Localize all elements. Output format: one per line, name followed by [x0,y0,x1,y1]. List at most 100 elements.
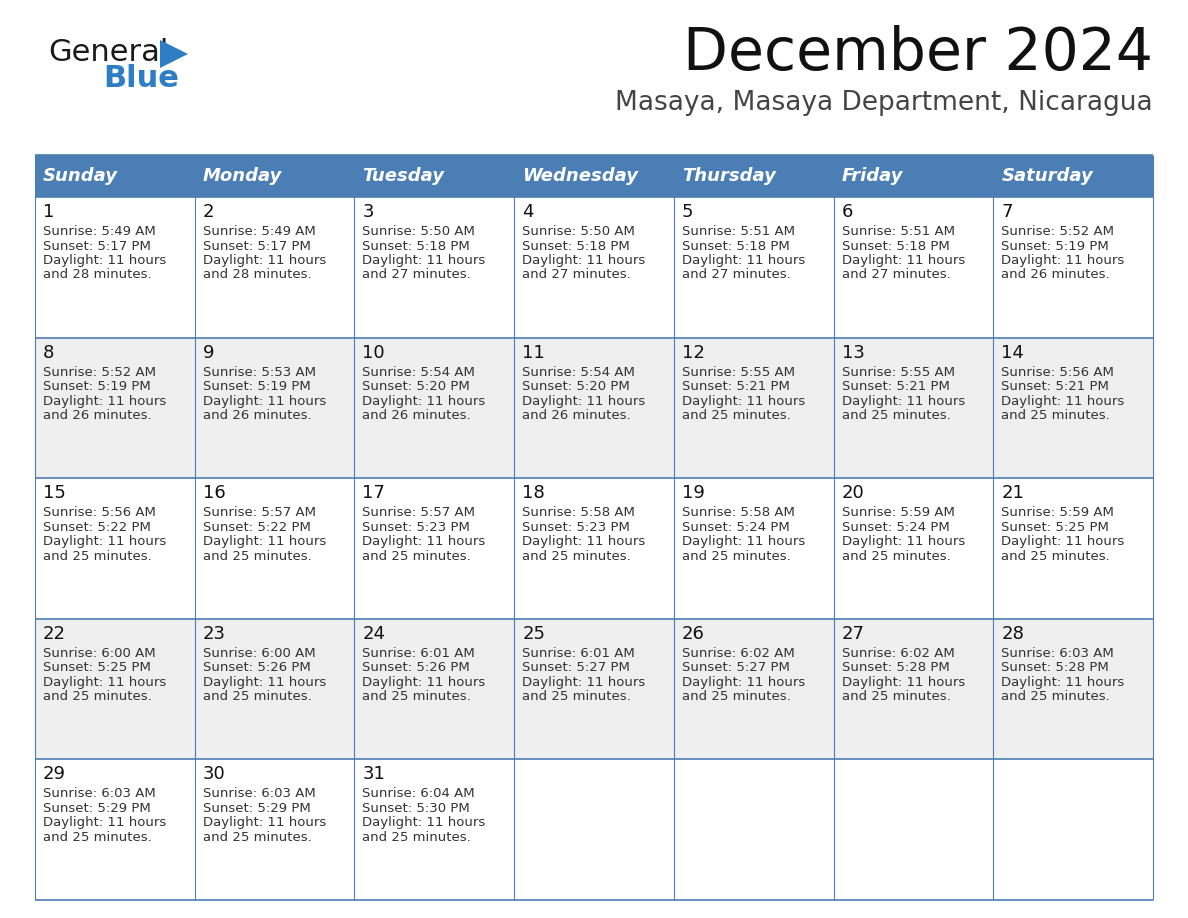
Text: and 27 minutes.: and 27 minutes. [841,268,950,282]
Text: and 25 minutes.: and 25 minutes. [841,550,950,563]
Text: and 25 minutes.: and 25 minutes. [682,550,790,563]
Text: Daylight: 11 hours: Daylight: 11 hours [841,676,965,688]
Text: 27: 27 [841,625,865,643]
Text: Sunset: 5:23 PM: Sunset: 5:23 PM [523,521,630,533]
Text: Daylight: 11 hours: Daylight: 11 hours [682,676,805,688]
Text: Sunset: 5:20 PM: Sunset: 5:20 PM [362,380,470,393]
Text: and 25 minutes.: and 25 minutes. [841,409,950,422]
Text: Sunset: 5:28 PM: Sunset: 5:28 PM [1001,661,1110,675]
Bar [34,619,1154,759]
Text: 24: 24 [362,625,385,643]
Text: and 25 minutes.: and 25 minutes. [203,550,311,563]
Text: 20: 20 [841,484,865,502]
Text: Sunset: 5:17 PM: Sunset: 5:17 PM [43,240,151,252]
Text: and 25 minutes.: and 25 minutes. [43,550,152,563]
Text: Sunset: 5:21 PM: Sunset: 5:21 PM [682,380,790,393]
Text: and 25 minutes.: and 25 minutes. [43,690,152,703]
Text: Daylight: 11 hours: Daylight: 11 hours [362,254,486,267]
Text: and 25 minutes.: and 25 minutes. [841,690,950,703]
Text: Saturday: Saturday [1001,167,1093,185]
Text: 9: 9 [203,343,214,362]
Text: 7: 7 [1001,203,1013,221]
Text: Masaya, Masaya Department, Nicaragua: Masaya, Masaya Department, Nicaragua [615,90,1154,116]
Text: 4: 4 [523,203,533,221]
Text: and 25 minutes.: and 25 minutes. [1001,550,1110,563]
Text: and 28 minutes.: and 28 minutes. [203,268,311,282]
Text: Sunset: 5:17 PM: Sunset: 5:17 PM [203,240,310,252]
Text: Sunrise: 5:55 AM: Sunrise: 5:55 AM [841,365,955,378]
Text: Sunrise: 6:02 AM: Sunrise: 6:02 AM [841,647,954,660]
Text: and 28 minutes.: and 28 minutes. [43,268,152,282]
Text: Daylight: 11 hours: Daylight: 11 hours [841,395,965,408]
Text: Daylight: 11 hours: Daylight: 11 hours [682,535,805,548]
Text: Sunrise: 6:00 AM: Sunrise: 6:00 AM [203,647,315,660]
Text: 15: 15 [43,484,65,502]
Text: Daylight: 11 hours: Daylight: 11 hours [203,535,326,548]
Text: Monday: Monday [203,167,282,185]
Text: Sunset: 5:19 PM: Sunset: 5:19 PM [43,380,151,393]
Text: Daylight: 11 hours: Daylight: 11 hours [203,816,326,829]
Text: Daylight: 11 hours: Daylight: 11 hours [841,535,965,548]
Text: Sunrise: 6:03 AM: Sunrise: 6:03 AM [43,788,156,800]
Text: 3: 3 [362,203,374,221]
Text: Friday: Friday [841,167,903,185]
Text: and 26 minutes.: and 26 minutes. [43,409,152,422]
Text: Sunrise: 5:56 AM: Sunrise: 5:56 AM [43,506,156,520]
Text: Sunrise: 6:00 AM: Sunrise: 6:00 AM [43,647,156,660]
Text: and 26 minutes.: and 26 minutes. [203,409,311,422]
Text: Sunset: 5:23 PM: Sunset: 5:23 PM [362,521,470,533]
Text: Sunset: 5:25 PM: Sunset: 5:25 PM [43,661,151,675]
Bar [34,759,1154,900]
Text: Sunset: 5:19 PM: Sunset: 5:19 PM [203,380,310,393]
Text: Sunrise: 5:51 AM: Sunrise: 5:51 AM [841,225,955,238]
Text: Sunset: 5:22 PM: Sunset: 5:22 PM [43,521,151,533]
Bar [34,155,1154,197]
Text: Daylight: 11 hours: Daylight: 11 hours [523,676,645,688]
Text: Sunrise: 6:02 AM: Sunrise: 6:02 AM [682,647,795,660]
Text: 23: 23 [203,625,226,643]
Text: and 25 minutes.: and 25 minutes. [362,831,472,844]
Text: Sunrise: 5:57 AM: Sunrise: 5:57 AM [203,506,316,520]
Text: Sunrise: 6:01 AM: Sunrise: 6:01 AM [523,647,634,660]
Text: and 26 minutes.: and 26 minutes. [523,409,631,422]
Text: Daylight: 11 hours: Daylight: 11 hours [203,395,326,408]
Text: 26: 26 [682,625,704,643]
Text: Daylight: 11 hours: Daylight: 11 hours [682,395,805,408]
Text: Sunset: 5:27 PM: Sunset: 5:27 PM [523,661,630,675]
Text: 19: 19 [682,484,704,502]
Text: 1: 1 [43,203,55,221]
Bar [34,478,1154,619]
Text: Daylight: 11 hours: Daylight: 11 hours [523,535,645,548]
Text: 11: 11 [523,343,545,362]
Text: Sunset: 5:22 PM: Sunset: 5:22 PM [203,521,310,533]
Text: Daylight: 11 hours: Daylight: 11 hours [841,254,965,267]
Text: Daylight: 11 hours: Daylight: 11 hours [43,535,166,548]
Text: Sunrise: 5:49 AM: Sunrise: 5:49 AM [43,225,156,238]
Text: December 2024: December 2024 [683,25,1154,82]
Text: and 25 minutes.: and 25 minutes. [1001,409,1110,422]
Text: Sunset: 5:18 PM: Sunset: 5:18 PM [523,240,630,252]
Text: Sunrise: 5:59 AM: Sunrise: 5:59 AM [1001,506,1114,520]
Text: Sunrise: 5:52 AM: Sunrise: 5:52 AM [43,365,156,378]
Text: Sunrise: 5:59 AM: Sunrise: 5:59 AM [841,506,954,520]
Text: and 25 minutes.: and 25 minutes. [362,690,472,703]
Text: and 25 minutes.: and 25 minutes. [682,409,790,422]
Text: General: General [48,38,169,67]
Text: Sunrise: 5:50 AM: Sunrise: 5:50 AM [362,225,475,238]
Text: Sunset: 5:18 PM: Sunset: 5:18 PM [362,240,470,252]
Text: Daylight: 11 hours: Daylight: 11 hours [362,535,486,548]
Text: Sunday: Sunday [43,167,118,185]
Text: 28: 28 [1001,625,1024,643]
Text: Sunrise: 5:57 AM: Sunrise: 5:57 AM [362,506,475,520]
Text: 31: 31 [362,766,385,783]
Bar [34,338,1154,478]
Text: Daylight: 11 hours: Daylight: 11 hours [1001,395,1125,408]
Text: Daylight: 11 hours: Daylight: 11 hours [1001,535,1125,548]
Text: Sunrise: 5:50 AM: Sunrise: 5:50 AM [523,225,636,238]
Text: Daylight: 11 hours: Daylight: 11 hours [203,254,326,267]
Text: 29: 29 [43,766,67,783]
Text: Daylight: 11 hours: Daylight: 11 hours [43,816,166,829]
Text: Wednesday: Wednesday [523,167,638,185]
Text: and 25 minutes.: and 25 minutes. [523,550,631,563]
Text: 18: 18 [523,484,545,502]
